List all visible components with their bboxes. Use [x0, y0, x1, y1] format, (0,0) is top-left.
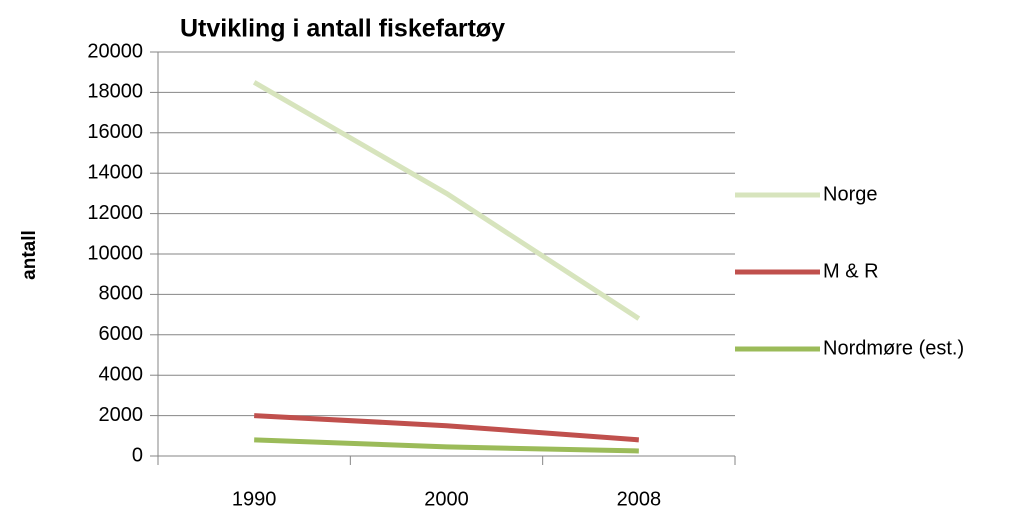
y-axis-label: antall: [19, 230, 40, 280]
y-tick-label: 8000: [99, 283, 144, 305]
legend-label: Nordmøre (est.): [823, 337, 964, 359]
y-tick-label: 16000: [87, 121, 143, 143]
y-tick-label: 20000: [87, 40, 143, 62]
legend-label: Norge: [823, 183, 877, 205]
x-tick-label: 2008: [617, 488, 662, 510]
y-tick-label: 10000: [87, 242, 143, 264]
x-tick-label: 2000: [424, 488, 469, 510]
y-tick-label: 12000: [87, 202, 143, 224]
series-line: [254, 437, 639, 454]
y-tick-label: 14000: [87, 161, 143, 183]
y-tick-label: 2000: [99, 404, 144, 426]
y-tick-label: 4000: [99, 363, 144, 385]
series-line: [254, 413, 640, 443]
y-tick-label: 18000: [87, 81, 143, 103]
legend-label: M & R: [823, 260, 879, 282]
y-tick-label: 6000: [99, 323, 144, 345]
x-tick-label: 1990: [232, 488, 277, 510]
chart-title: Utvikling i antall fiskefartøy: [180, 15, 505, 43]
series-line: [252, 80, 641, 321]
y-tick-label: 0: [132, 444, 143, 466]
